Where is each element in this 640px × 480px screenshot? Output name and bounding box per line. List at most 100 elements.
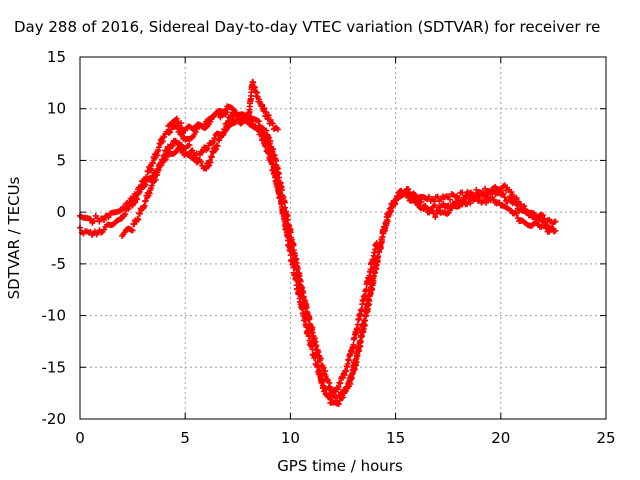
data-point-marker: [312, 354, 319, 361]
data-point-marker: [255, 123, 262, 130]
data-point-marker: [440, 200, 447, 207]
data-point-marker: [550, 225, 557, 232]
data-point-marker: [409, 193, 416, 200]
data-point-marker: [133, 191, 140, 198]
data-point-marker: [379, 234, 386, 241]
data-point-marker: [265, 147, 272, 154]
data-point-marker: [176, 140, 183, 147]
data-point-marker: [309, 329, 316, 336]
data-point-marker: [210, 138, 217, 145]
data-point-marker: [167, 129, 174, 136]
data-point-marker: [200, 147, 207, 154]
data-point-marker: [312, 343, 319, 350]
data-point-marker: [455, 194, 462, 201]
data-point-marker: [126, 199, 133, 206]
x-tick-label: 15: [386, 429, 405, 447]
data-point-marker: [207, 159, 214, 166]
data-point-marker: [216, 137, 223, 144]
data-point-marker: [394, 193, 401, 200]
series-track-c: [119, 111, 319, 350]
data-point-marker: [445, 193, 452, 200]
data-point-marker: [517, 201, 524, 208]
data-point-marker: [373, 240, 380, 247]
data-point-marker: [431, 198, 438, 205]
data-point-marker: [274, 181, 281, 188]
data-point-marker: [161, 152, 168, 159]
data-point-marker: [303, 308, 310, 315]
y-tick-label: 0: [56, 203, 66, 221]
data-point-marker: [168, 143, 175, 150]
chart-title: Day 288 of 2016, Sidereal Day-to-day VTE…: [14, 18, 600, 36]
x-tick-label: 10: [281, 429, 300, 447]
y-tick-label: 5: [56, 151, 66, 169]
data-point-marker: [159, 158, 166, 165]
data-point-marker: [267, 138, 274, 145]
data-point-marker: [483, 199, 490, 206]
data-point-marker: [263, 140, 270, 147]
data-point-marker: [479, 189, 486, 196]
data-point-marker: [367, 266, 374, 273]
x-tick-label: 0: [75, 429, 85, 447]
y-tick-label: -20: [42, 410, 67, 428]
data-point-marker: [261, 105, 268, 112]
data-point-marker: [281, 215, 288, 222]
data-point-marker: [221, 126, 228, 133]
data-point-marker: [335, 384, 342, 391]
data-point-marker: [138, 182, 145, 189]
data-point-marker: [250, 79, 257, 86]
data-point-marker: [192, 129, 199, 136]
data-point-marker: [521, 203, 528, 210]
data-point-marker: [509, 191, 516, 198]
data-point-marker: [320, 364, 327, 371]
data-point-marker: [459, 189, 466, 196]
data-point-marker: [528, 209, 535, 216]
data-point-marker: [211, 135, 218, 142]
data-point-marker: [274, 126, 281, 133]
y-tick-label: 15: [47, 48, 66, 66]
data-point-marker: [363, 286, 370, 293]
data-point-marker: [249, 118, 256, 125]
data-point-marker: [101, 216, 108, 223]
data-point-marker: [255, 118, 262, 125]
data-point-marker: [204, 145, 211, 152]
data-point-marker: [186, 141, 193, 148]
data-point-marker: [121, 205, 128, 212]
data-point-marker: [177, 120, 184, 127]
data-point-marker: [434, 193, 441, 200]
x-tick-label: 5: [180, 429, 190, 447]
data-point-marker: [425, 193, 432, 200]
data-point-marker: [271, 169, 278, 176]
data-point-marker: [122, 211, 129, 218]
data-point-marker: [193, 150, 200, 157]
grid-lines: [80, 57, 606, 419]
data-point-marker: [131, 221, 138, 228]
data-point-marker: [344, 385, 351, 392]
series-track-d: [165, 78, 281, 134]
axis-ticks: 0 5 10 15 20 25 -20 -15 -10 -5 0 5 10 15: [42, 48, 616, 447]
data-point-marker: [87, 216, 94, 223]
data-point-marker: [173, 115, 180, 122]
data-point-marker: [319, 377, 326, 384]
data-point-marker: [513, 195, 520, 202]
data-point-marker: [392, 201, 399, 208]
data-point-marker: [96, 218, 103, 225]
data-point-marker: [197, 158, 204, 165]
data-point-marker: [340, 394, 346, 401]
data-point-marker: [199, 149, 206, 156]
data-point-marker: [483, 192, 490, 199]
data-point-marker: [357, 337, 364, 344]
data-point-marker: [131, 199, 138, 206]
data-point-marker: [337, 380, 344, 387]
data-points: [77, 78, 559, 408]
y-tick-label: 10: [47, 100, 66, 118]
data-point-marker: [501, 194, 508, 201]
series-track-f: [314, 240, 380, 403]
y-tick-label: -10: [42, 307, 67, 325]
data-point-marker: [366, 293, 373, 300]
data-point-marker: [335, 401, 342, 408]
data-point-marker: [315, 363, 322, 370]
data-point-marker: [143, 174, 150, 181]
data-point-marker: [287, 241, 294, 248]
